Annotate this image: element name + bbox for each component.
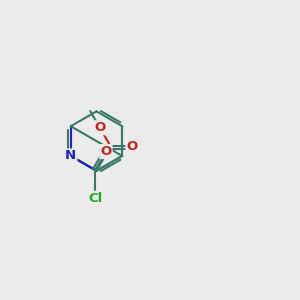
Text: O: O [126, 140, 138, 153]
Text: O: O [94, 121, 106, 134]
Text: N: N [65, 149, 76, 162]
Text: Cl: Cl [88, 192, 102, 205]
Text: O: O [100, 145, 112, 158]
